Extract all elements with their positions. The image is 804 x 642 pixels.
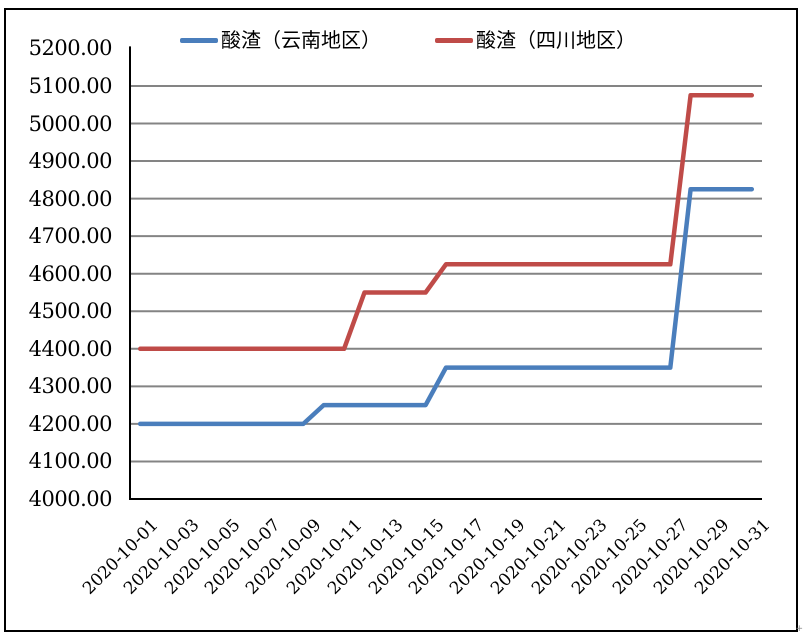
y-tick-label: 5000.00 (28, 111, 113, 136)
series-line-0 (137, 186, 755, 427)
y-tick-label: 4900.00 (28, 149, 113, 174)
y-tick-label: 4700.00 (28, 224, 113, 249)
y-tick-label: 4600.00 (28, 261, 113, 286)
legend-label-sichuan: 酸渣（四川地区） (476, 28, 636, 52)
y-tick-label: 4200.00 (28, 411, 113, 436)
y-tick-label: 5200.00 (28, 36, 113, 61)
yunnan-line-swatch (180, 37, 218, 43)
chart-frame (4, 8, 798, 632)
y-tick-label: 4500.00 (28, 299, 113, 324)
sichuan-line-swatch (435, 37, 473, 43)
y-tick-label: 4300.00 (28, 374, 113, 399)
y-tick-label: 5100.00 (28, 73, 113, 98)
y-tick-label: 4000.00 (28, 487, 113, 511)
legend-item-yunnan: 酸渣（云南地区） (180, 27, 381, 53)
y-tick-label: 4800.00 (28, 186, 113, 211)
legend-item-sichuan: 酸渣（四川地区） (435, 27, 636, 53)
y-tick-label: 4100.00 (28, 449, 113, 474)
series-line-1 (137, 93, 755, 352)
series-lines (137, 93, 755, 427)
corner-mark: + (795, 624, 803, 634)
legend-label-yunnan: 酸渣（云南地区） (221, 28, 381, 52)
axes (129, 46, 762, 500)
gridlines (130, 84, 762, 463)
y-tick-label: 4400.00 (28, 336, 113, 361)
legend: 酸渣（云南地区） 酸渣（四川地区） (0, 27, 804, 53)
